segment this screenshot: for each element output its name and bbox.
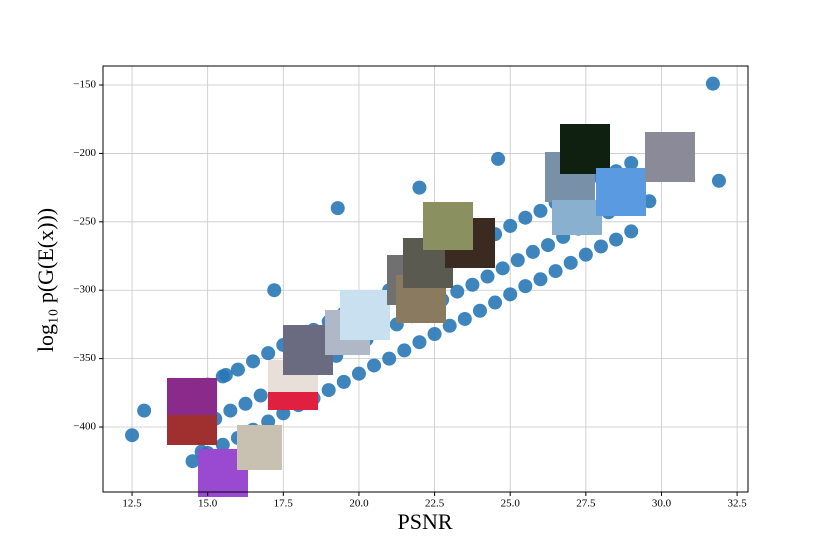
x-tick-label: 30.0 [652, 498, 672, 510]
thumbnail [237, 425, 282, 470]
point [705, 76, 720, 91]
point [442, 318, 457, 333]
x-tick-label: 17.5 [274, 498, 294, 510]
point [412, 180, 427, 195]
point [230, 362, 245, 377]
y-tick-label: −300 [73, 284, 96, 296]
point [593, 239, 608, 254]
point [321, 383, 336, 398]
point [397, 343, 412, 358]
point [215, 437, 230, 452]
point [261, 346, 276, 361]
point [609, 232, 624, 247]
point [218, 368, 233, 383]
point [503, 218, 518, 233]
thumbnail [340, 290, 390, 340]
point [563, 255, 578, 270]
point [488, 295, 503, 310]
point [518, 210, 533, 225]
point [412, 335, 427, 350]
x-tick-label: 32.5 [727, 498, 747, 510]
point [246, 354, 261, 369]
point [427, 326, 442, 341]
point [510, 253, 525, 268]
point [336, 374, 351, 389]
y-axis-title: log₁₀ p(G(E(x))) [33, 208, 58, 352]
x-tick-label: 15.0 [198, 498, 218, 510]
thumbnail [552, 200, 602, 235]
point [578, 247, 593, 262]
thumbnail [596, 168, 646, 216]
point [503, 287, 518, 302]
point [525, 244, 540, 259]
thumbnail [560, 124, 610, 174]
point [450, 284, 465, 299]
x-tick-label: 20.0 [349, 498, 369, 510]
thumbnail [268, 392, 318, 410]
axes-frame [102, 65, 749, 493]
point [125, 428, 140, 443]
x-tick-label: 12.5 [122, 498, 142, 510]
point [495, 261, 510, 276]
point [465, 277, 480, 292]
x-axis-title: PSNR [397, 509, 452, 534]
point [624, 224, 639, 239]
point [223, 403, 238, 418]
point [533, 203, 548, 218]
x-tick-label: 27.5 [576, 498, 596, 510]
point [185, 454, 200, 469]
point [533, 272, 548, 287]
point [624, 155, 639, 170]
point [480, 269, 495, 284]
thumbnail [283, 325, 333, 375]
thumbnail [167, 415, 217, 445]
y-tick-label: −150 [73, 79, 96, 91]
y-tick-label: −200 [73, 147, 96, 159]
point [238, 396, 253, 411]
thumbnail [645, 132, 695, 182]
point [330, 201, 345, 216]
y-tick-label: −400 [73, 421, 96, 433]
point [253, 388, 268, 403]
point [367, 358, 382, 373]
point [518, 279, 533, 294]
point [711, 173, 726, 188]
point [491, 151, 506, 166]
y-tick-label: −350 [73, 352, 96, 364]
thumbnails [167, 124, 695, 497]
point [351, 366, 366, 381]
point [472, 303, 487, 318]
point [457, 311, 472, 326]
x-tick-label: 25.0 [501, 498, 521, 510]
x-tick-label: 22.5 [425, 498, 445, 510]
point [267, 283, 282, 298]
point [382, 351, 397, 366]
thumbnail [423, 202, 473, 250]
point [137, 403, 152, 418]
y-tick-label: −250 [73, 215, 96, 227]
point [548, 264, 563, 279]
point [541, 238, 556, 253]
